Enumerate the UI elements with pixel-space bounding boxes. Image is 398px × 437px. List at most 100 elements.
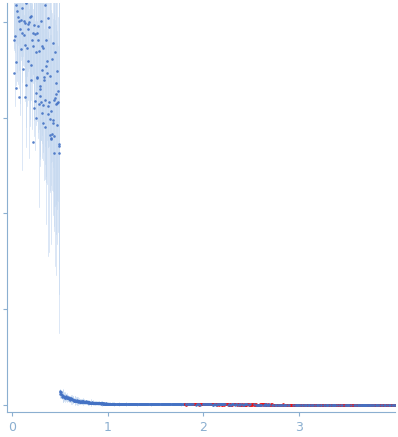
Point [193, 401, 199, 408]
Point [73, 397, 80, 404]
Point [347, 401, 353, 408]
Point [340, 401, 347, 408]
Point [59, 391, 65, 398]
Point [355, 401, 361, 408]
Point [326, 401, 333, 408]
Point [162, 401, 168, 408]
Point [291, 401, 297, 408]
Point [302, 401, 309, 408]
Point [214, 401, 220, 408]
Point [369, 401, 376, 408]
Point [107, 400, 114, 407]
Point [172, 401, 179, 408]
Point [127, 400, 133, 407]
Point [328, 401, 334, 408]
Point [327, 401, 334, 408]
Point [205, 401, 211, 408]
Point [129, 401, 135, 408]
Point [19, 5, 25, 12]
Point [95, 399, 101, 406]
Point [371, 401, 377, 408]
Point [333, 401, 339, 408]
Point [54, 68, 60, 75]
Point [379, 401, 385, 408]
Point [50, 119, 56, 126]
Point [74, 397, 81, 404]
Point [62, 394, 68, 401]
Point [226, 401, 233, 408]
Point [72, 397, 78, 404]
Point [348, 401, 354, 408]
Point [133, 401, 139, 408]
Point [104, 400, 110, 407]
Point [212, 401, 218, 408]
Point [133, 401, 140, 408]
Point [357, 401, 364, 408]
Point [332, 401, 339, 408]
Point [27, 14, 33, 21]
Point [309, 401, 315, 408]
Point [345, 401, 351, 408]
Point [28, 13, 35, 20]
Point [81, 399, 87, 406]
Point [52, 49, 59, 55]
Point [362, 401, 368, 408]
Point [269, 401, 275, 408]
Point [168, 401, 175, 408]
Point [241, 401, 247, 408]
Point [146, 401, 152, 408]
Point [42, 97, 49, 104]
Point [342, 401, 348, 408]
Point [83, 398, 90, 405]
Point [285, 401, 291, 408]
Point [186, 401, 193, 408]
Point [365, 401, 371, 408]
Point [253, 401, 259, 408]
Point [362, 401, 369, 408]
Point [228, 401, 234, 408]
Point [165, 401, 171, 408]
Point [38, 98, 45, 105]
Point [365, 401, 371, 408]
Point [155, 401, 162, 408]
Point [155, 401, 161, 408]
Point [185, 401, 191, 408]
Point [60, 393, 66, 400]
Point [314, 401, 321, 408]
Point [188, 401, 194, 408]
Point [310, 401, 317, 408]
Point [373, 401, 379, 408]
Point [145, 401, 152, 408]
Point [215, 401, 221, 408]
Point [308, 401, 314, 408]
Point [64, 395, 70, 402]
Point [237, 401, 243, 408]
Point [302, 401, 308, 408]
Point [354, 401, 360, 408]
Point [220, 401, 226, 408]
Point [188, 401, 195, 408]
Point [86, 399, 92, 406]
Point [83, 399, 89, 406]
Point [300, 401, 307, 408]
Point [196, 401, 203, 408]
Point [388, 401, 394, 408]
Point [180, 401, 187, 408]
Point [291, 401, 298, 408]
Point [287, 401, 294, 408]
Point [163, 401, 170, 408]
Point [351, 401, 357, 408]
Point [357, 401, 364, 408]
Point [202, 401, 208, 408]
Point [187, 401, 193, 408]
Point [363, 401, 369, 408]
Point [367, 401, 373, 408]
Point [94, 399, 100, 406]
Point [23, 82, 29, 89]
Point [73, 397, 79, 404]
Point [69, 397, 76, 404]
Point [238, 401, 244, 408]
Point [343, 401, 349, 408]
Point [243, 401, 249, 408]
Point [256, 401, 263, 408]
